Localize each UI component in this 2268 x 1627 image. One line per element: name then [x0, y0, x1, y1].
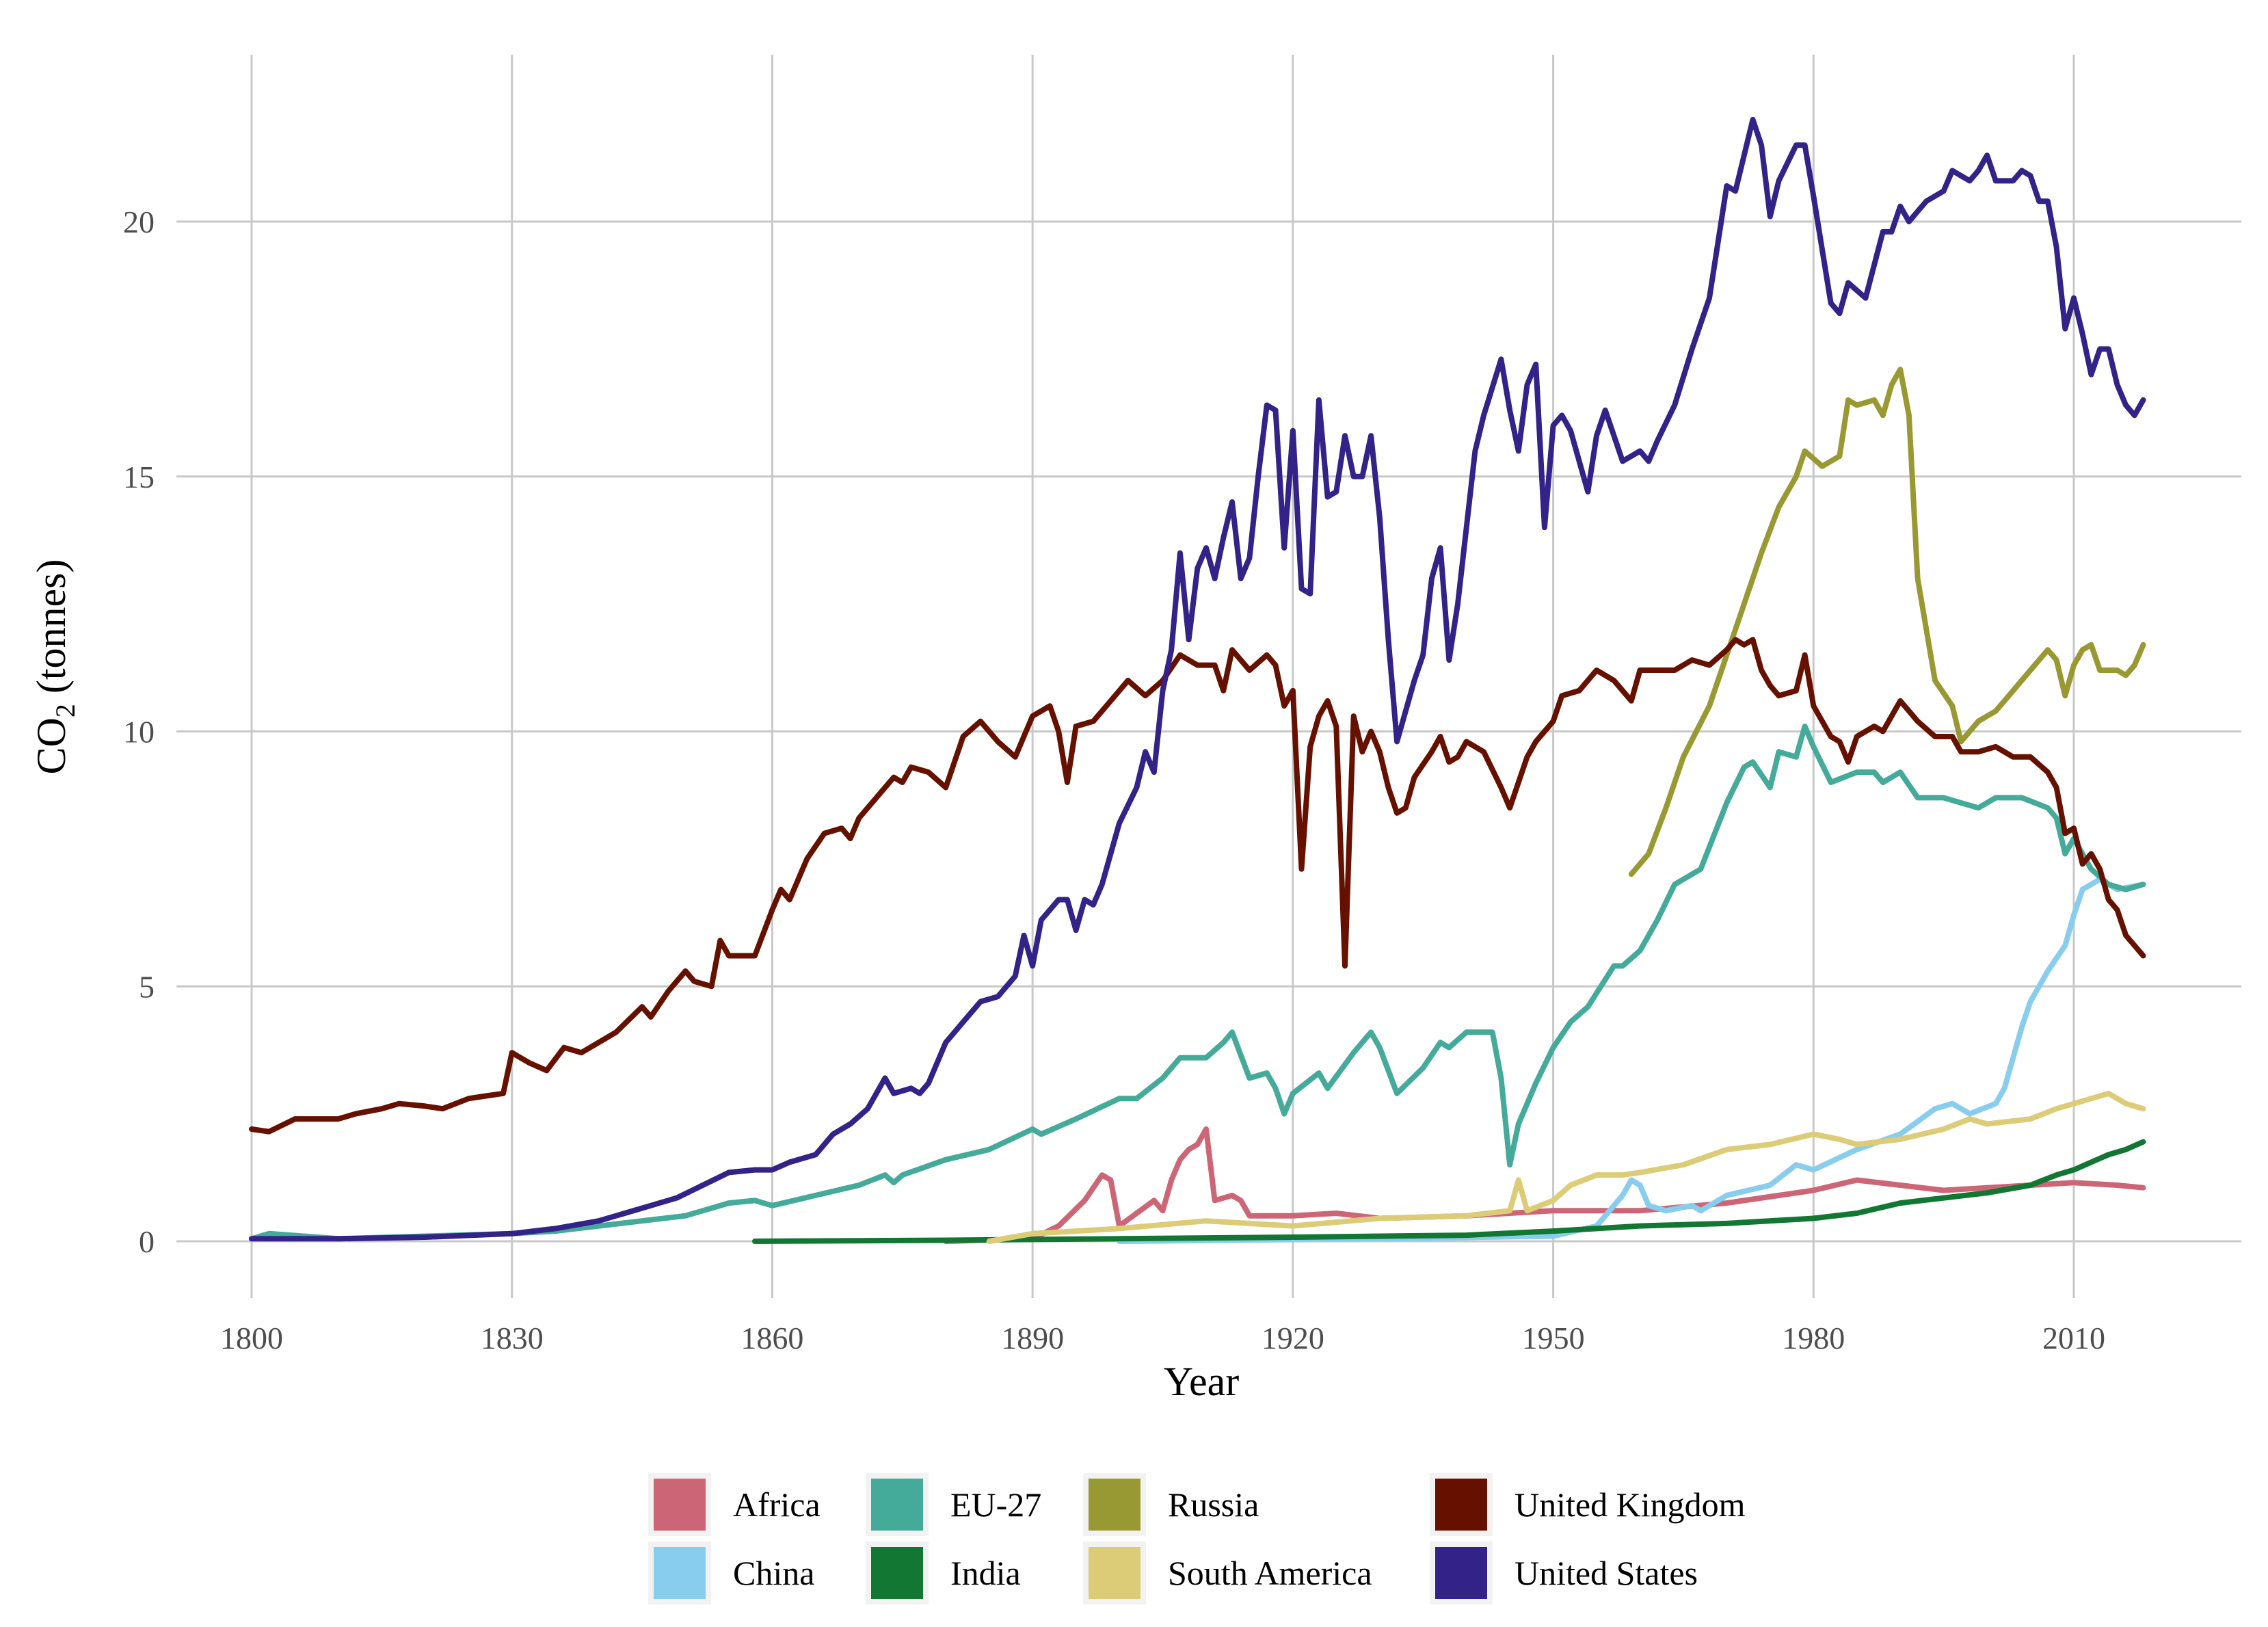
x-tick-label-1950: 1950: [1522, 1321, 1585, 1355]
legend-swatch-south-america: [1089, 1547, 1140, 1599]
legend-label-india: India: [950, 1554, 1021, 1592]
y-tick-label-15: 15: [123, 460, 155, 494]
y-tick-label-5: 5: [139, 969, 155, 1004]
legend-swatch-united-kingdom: [1435, 1479, 1487, 1531]
series-lines: [249, 116, 2146, 1244]
axis-ticks: 1800 1830 1860 1890 1920 1950 1980 2010 0 5 10 15 20: [123, 204, 2105, 1355]
legend-label-eu-27: EU-27: [950, 1485, 1041, 1524]
x-tick-label-1980: 1980: [1782, 1321, 1845, 1355]
x-tick-label-1920: 1920: [1262, 1321, 1324, 1355]
legend-label-south-america: South America: [1168, 1554, 1372, 1592]
legend-label-africa: Africa: [733, 1485, 821, 1524]
legend-swatch-india: [871, 1547, 923, 1599]
legend-swatch-china: [654, 1547, 706, 1599]
y-tick-label-20: 20: [123, 204, 155, 239]
legend-swatch-africa: [654, 1479, 706, 1531]
x-tick-label-1830: 1830: [481, 1321, 544, 1355]
series-line-africa: [943, 1126, 2146, 1244]
series-line-south-america: [986, 1090, 2146, 1244]
x-tick-label-1890: 1890: [1001, 1321, 1064, 1355]
series-line-eu-27: [249, 724, 2146, 1242]
x-tick-label-1860: 1860: [741, 1321, 803, 1355]
legend-label-united-kingdom: United Kingdom: [1515, 1485, 1746, 1524]
series-line-russia: [1628, 367, 2146, 877]
series-line-united-states: [249, 116, 2146, 1242]
y-axis-title: CO2 (tonnes): [29, 559, 81, 775]
legend-swatch-united-states: [1435, 1547, 1487, 1599]
x-tick-label-1800: 1800: [220, 1321, 283, 1355]
legend-label-russia: Russia: [1168, 1485, 1259, 1524]
x-axis-title: Year: [1164, 1359, 1240, 1404]
legend-swatch-russia: [1089, 1479, 1140, 1531]
legend-label-china: China: [733, 1554, 814, 1592]
series-line-india: [752, 1139, 2146, 1244]
legend-swatch-eu-27: [871, 1479, 923, 1531]
series-line-united-kingdom: [249, 637, 2146, 1135]
legend: Africa China EU-27 India Russia South America…: [648, 1473, 1746, 1604]
y-tick-label-10: 10: [123, 715, 155, 750]
y-tick-label-0: 0: [139, 1224, 155, 1259]
x-tick-label-2010: 2010: [2042, 1321, 2105, 1355]
legend-label-united-states: United States: [1515, 1554, 1698, 1592]
